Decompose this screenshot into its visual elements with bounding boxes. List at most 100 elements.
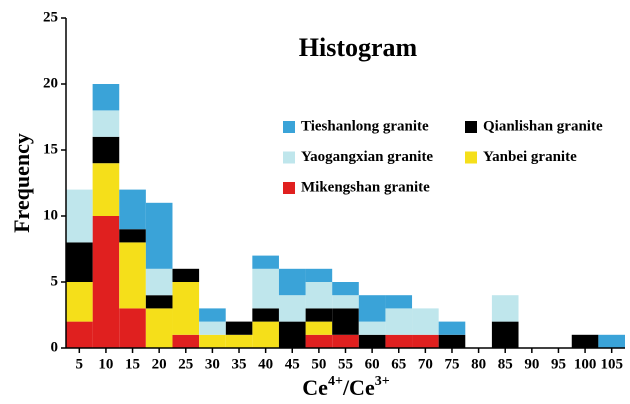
bar-segment <box>145 202 173 269</box>
legend-swatch <box>283 182 295 194</box>
legend-swatch <box>283 121 295 133</box>
bar-segment <box>358 295 386 322</box>
x-tick-label: 15 <box>125 356 140 372</box>
bar-segment <box>332 308 359 335</box>
bar-segment <box>412 308 439 335</box>
bar-segment <box>145 308 173 348</box>
bar-segment <box>172 334 200 348</box>
bar-segment <box>199 308 226 322</box>
y-tick-label: 5 <box>51 273 59 289</box>
legend-swatch <box>465 121 477 133</box>
bar-segment <box>278 268 306 296</box>
y-tick-label: 15 <box>43 141 58 157</box>
x-tick-label: 95 <box>551 356 566 372</box>
legend-label: Qianlishan granite <box>483 118 603 134</box>
x-tick-label: 55 <box>338 356 353 372</box>
x-tick-label: 80 <box>471 356 486 372</box>
y-tick-label: 20 <box>43 75 58 91</box>
y-tick-label: 10 <box>43 207 58 223</box>
x-tick-label: 60 <box>365 356 380 372</box>
bar-segment <box>66 321 93 348</box>
bar-segment <box>92 110 120 137</box>
bar-segment <box>252 268 279 309</box>
x-tick-label: 20 <box>152 356 167 372</box>
y-tick-label: 25 <box>43 9 58 25</box>
legend-label: Yanbei granite <box>483 149 577 165</box>
bar-segment <box>92 136 120 164</box>
bar-segment <box>225 334 253 348</box>
x-label-part: Ce <box>302 375 328 400</box>
x-tick-label: 10 <box>98 356 113 372</box>
legend-label: Tieshanlong granite <box>301 118 429 134</box>
bar-segment <box>145 295 173 309</box>
bar-segment <box>66 282 93 322</box>
bar-segment <box>278 321 306 348</box>
chart-title: Histogram <box>299 33 418 62</box>
bar-segment <box>305 308 333 322</box>
bar-segment <box>199 321 226 335</box>
x-tick-label: 30 <box>205 356 220 372</box>
bar-segment <box>385 334 413 348</box>
x-tick-label: 65 <box>391 356 406 372</box>
x-tick-label: 105 <box>600 356 623 372</box>
bar-segment <box>358 334 386 348</box>
bar-segment <box>305 282 333 309</box>
x-tick-label: 75 <box>444 356 459 372</box>
bar-segment <box>332 282 359 296</box>
bar-segment <box>278 295 306 322</box>
bar-segment <box>412 334 439 348</box>
bar-segment <box>225 321 253 335</box>
legend-swatch <box>465 151 477 164</box>
bar-segment <box>252 321 279 348</box>
bar-segment <box>332 334 359 348</box>
bar-segment <box>145 268 173 296</box>
x-tick-label: 35 <box>232 356 247 372</box>
bar-segment <box>119 229 146 243</box>
bar-segment <box>172 268 200 282</box>
x-tick-label: 85 <box>498 356 513 372</box>
bar-segment <box>119 308 146 348</box>
bar-segment <box>305 268 333 282</box>
bar-segment <box>199 334 226 348</box>
bar-segment <box>438 321 466 335</box>
bar-segment <box>92 163 120 216</box>
legend-label: Yaogangxian granite <box>301 149 433 165</box>
bar-segment <box>438 334 466 348</box>
bar-segment <box>252 255 279 269</box>
bar-segment <box>385 295 413 309</box>
bar-segment <box>172 282 200 335</box>
legend-label: Mikengshan granite <box>301 179 430 195</box>
bar-segment <box>571 334 599 348</box>
x-tick-label: 70 <box>418 356 433 372</box>
x-tick-label: 25 <box>178 356 193 372</box>
y-axis-label: Frequency <box>9 133 34 233</box>
x-tick-label: 5 <box>76 356 84 372</box>
legend-swatch <box>283 151 295 164</box>
bar-segment <box>598 334 625 348</box>
bar-segment <box>385 308 413 335</box>
bar-segment <box>92 216 120 348</box>
bar-segment <box>66 189 93 243</box>
x-tick-label: 50 <box>311 356 326 372</box>
bar-segment <box>252 308 279 322</box>
bar-segment <box>358 321 386 335</box>
x-tick-label: 40 <box>258 356 273 372</box>
x-label-sup: 4+ <box>328 374 343 389</box>
x-axis-label: Ce4+/Ce3+ <box>302 374 389 400</box>
x-tick-label: 90 <box>524 356 539 372</box>
x-tick-label: 100 <box>574 356 597 372</box>
x-label-part: /Ce <box>342 375 375 400</box>
bar-segment <box>119 242 146 309</box>
bar-segment <box>305 321 333 335</box>
bar-segment <box>491 321 519 348</box>
bar-segment <box>332 295 359 309</box>
x-label-sup: 3+ <box>375 374 390 389</box>
x-tick-label: 45 <box>285 356 300 372</box>
bar-segment <box>491 295 519 322</box>
bar-segment <box>305 334 333 348</box>
bar-segment <box>66 242 93 282</box>
bar-segment <box>119 189 146 230</box>
y-tick-label: 0 <box>51 339 59 355</box>
bar-segment <box>92 84 120 111</box>
